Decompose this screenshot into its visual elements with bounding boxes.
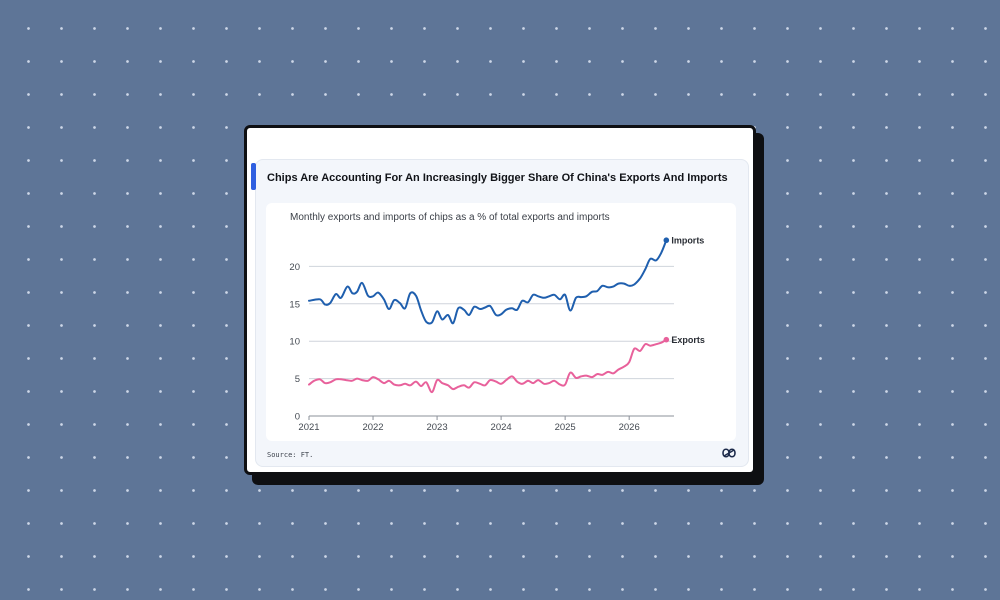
chart-subtitle: Monthly exports and imports of chips as … bbox=[290, 212, 610, 223]
x-tick-label: 2024 bbox=[491, 422, 512, 433]
x-tick-label: 2025 bbox=[555, 422, 576, 433]
series-line-exports bbox=[308, 338, 668, 394]
title-accent-bar bbox=[251, 163, 256, 190]
source-note: Source: FT. bbox=[267, 451, 314, 459]
y-tick-label: 10 bbox=[289, 337, 300, 348]
chart-panel bbox=[266, 203, 736, 441]
x-tick-label: 2026 bbox=[619, 422, 640, 433]
card-title: Chips Are Accounting For An Increasingly… bbox=[267, 172, 728, 184]
x-tick-label: 2022 bbox=[362, 422, 383, 433]
y-tick-label: 20 bbox=[289, 262, 300, 273]
series-label-exports: Exports bbox=[671, 335, 705, 345]
infinity-knot-logo-icon bbox=[722, 448, 736, 458]
y-tick-label: 15 bbox=[289, 299, 300, 310]
series-end-point-exports bbox=[663, 336, 670, 343]
x-tick-label: 2023 bbox=[426, 422, 447, 433]
series-end-point-imports bbox=[663, 237, 670, 244]
x-tick-label: 2021 bbox=[298, 422, 319, 433]
y-tick-label: 0 bbox=[295, 412, 300, 423]
series-label-imports: Imports bbox=[671, 236, 704, 246]
y-tick-label: 5 bbox=[295, 374, 300, 385]
series-line-imports bbox=[308, 239, 668, 325]
